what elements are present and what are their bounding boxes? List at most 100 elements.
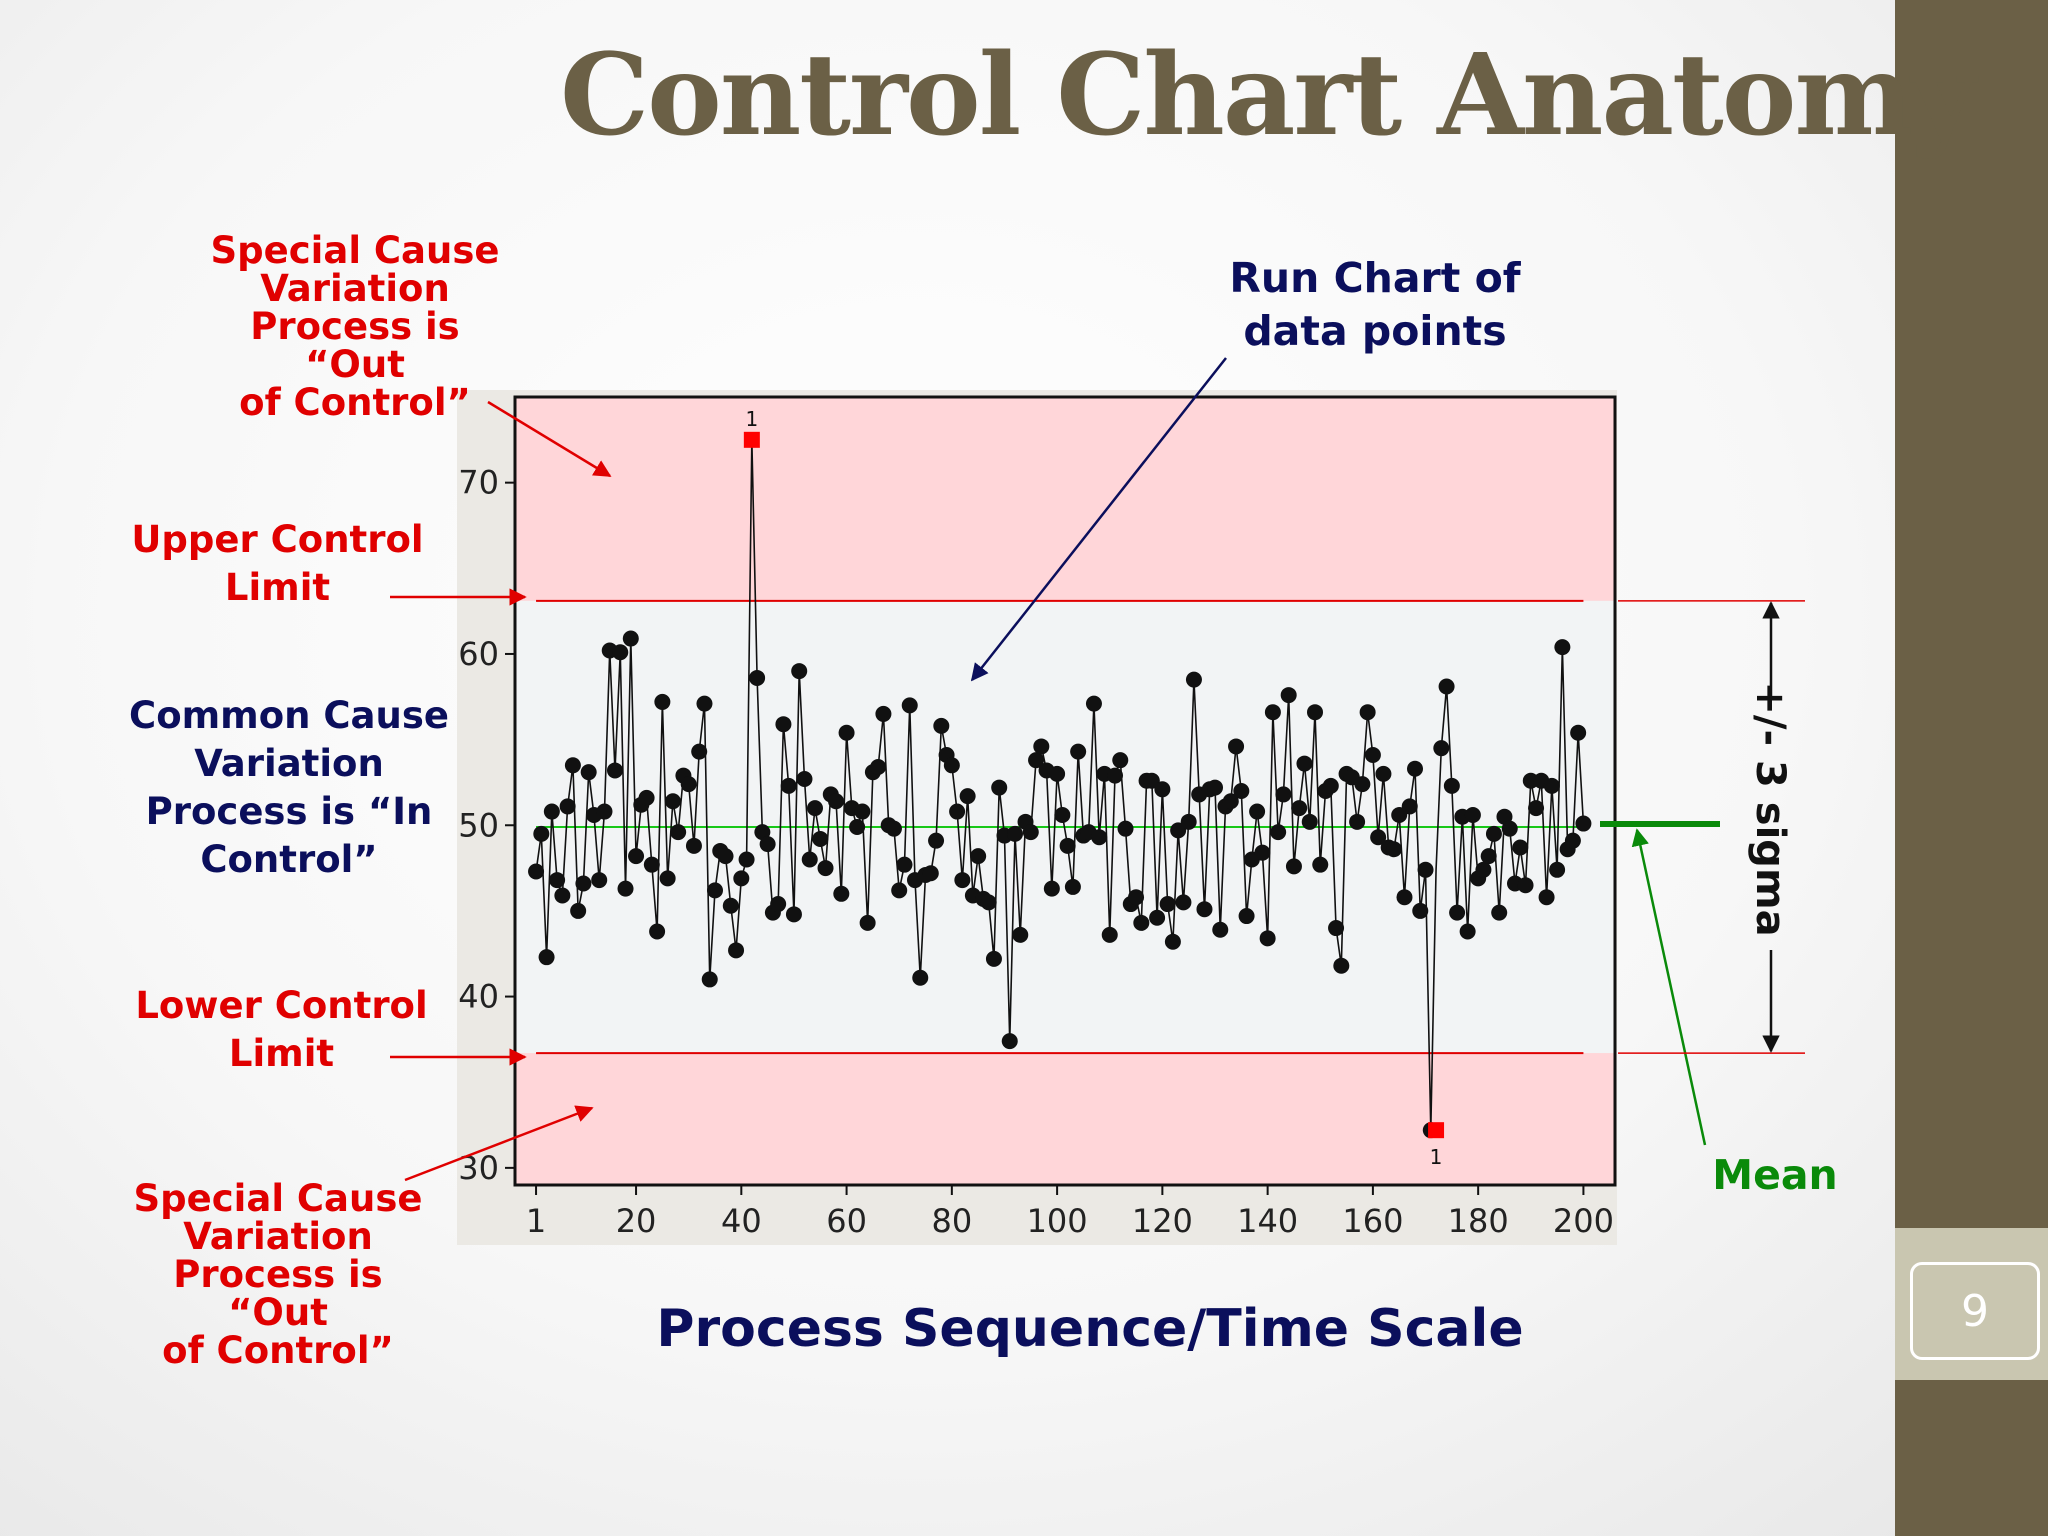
x-axis-caption: Process Sequence/Time Scale bbox=[656, 1299, 1524, 1359]
data-point bbox=[954, 872, 971, 889]
data-point bbox=[1164, 933, 1181, 950]
arrow-mean bbox=[1631, 828, 1707, 1146]
arrow-special-cause-bottom bbox=[404, 1105, 594, 1182]
data-point bbox=[780, 777, 797, 794]
data-point bbox=[596, 803, 613, 820]
x-tick-label: 120 bbox=[1132, 1202, 1193, 1240]
data-point bbox=[1091, 829, 1108, 846]
data-point bbox=[1564, 832, 1581, 849]
data-point bbox=[1196, 901, 1213, 918]
data-point bbox=[1417, 861, 1434, 878]
data-point bbox=[791, 663, 808, 680]
data-series: 11 bbox=[528, 407, 1592, 1169]
data-point bbox=[559, 798, 576, 815]
data-point bbox=[1012, 926, 1029, 943]
data-point bbox=[1570, 724, 1587, 741]
data-point bbox=[749, 669, 766, 686]
data-point bbox=[785, 906, 802, 923]
data-point bbox=[617, 880, 634, 897]
data-point bbox=[649, 923, 666, 940]
data-point bbox=[733, 870, 750, 887]
data-point bbox=[1054, 806, 1071, 823]
data-point bbox=[1175, 894, 1192, 911]
data-point bbox=[1396, 889, 1413, 906]
run-chart-label: Run Chart of data points bbox=[1229, 254, 1521, 356]
data-point bbox=[1212, 921, 1229, 938]
data-point bbox=[1333, 957, 1350, 974]
data-point bbox=[1022, 824, 1039, 841]
data-point bbox=[1412, 902, 1429, 919]
data-point bbox=[728, 942, 745, 959]
data-point bbox=[1485, 825, 1502, 842]
data-point bbox=[1575, 815, 1592, 832]
data-point bbox=[1064, 878, 1081, 895]
data-point bbox=[543, 803, 560, 820]
data-point bbox=[859, 914, 876, 931]
data-point bbox=[807, 800, 823, 817]
data-point bbox=[1517, 877, 1534, 894]
lower-control-limit-label: Lower Control Limit bbox=[135, 984, 428, 1076]
data-point bbox=[1028, 752, 1045, 769]
slide-title: Control Chart Anatomy bbox=[560, 30, 1976, 161]
data-point bbox=[1543, 777, 1560, 794]
data-point bbox=[854, 803, 871, 820]
data-point bbox=[1359, 704, 1376, 721]
data-point bbox=[928, 832, 945, 849]
data-point bbox=[1449, 904, 1466, 921]
data-point bbox=[1554, 639, 1571, 656]
flag-label: 1 bbox=[745, 407, 758, 431]
data-point bbox=[1007, 825, 1023, 842]
data-point bbox=[1475, 861, 1492, 878]
data-point bbox=[538, 949, 555, 966]
data-point bbox=[1154, 781, 1171, 798]
data-point bbox=[607, 762, 623, 779]
data-point bbox=[1228, 738, 1245, 755]
data-point bbox=[670, 824, 687, 841]
data-point bbox=[1301, 813, 1318, 830]
data-point bbox=[1307, 704, 1323, 721]
data-point bbox=[738, 851, 755, 868]
data-point bbox=[1107, 767, 1123, 784]
data-point bbox=[1438, 678, 1455, 695]
data-point bbox=[775, 716, 792, 733]
data-point bbox=[1070, 743, 1087, 760]
data-point bbox=[1043, 880, 1060, 897]
data-point bbox=[1001, 1033, 1018, 1050]
y-tick-label: 60 bbox=[458, 635, 499, 673]
data-point bbox=[870, 759, 887, 776]
data-point bbox=[985, 950, 1002, 967]
data-point bbox=[1375, 765, 1392, 782]
data-point bbox=[1117, 820, 1134, 837]
y-tick-label: 30 bbox=[458, 1149, 499, 1187]
data-point bbox=[817, 860, 834, 877]
upper-control-limit-label: Upper Control Limit bbox=[131, 518, 424, 610]
data-point bbox=[1370, 829, 1387, 846]
flag-label: 1 bbox=[1430, 1145, 1443, 1169]
data-point bbox=[922, 865, 939, 882]
data-point bbox=[1275, 786, 1292, 803]
data-point bbox=[528, 863, 545, 880]
y-tick-label: 40 bbox=[458, 978, 499, 1016]
flagged-point bbox=[1428, 1122, 1445, 1139]
data-point bbox=[570, 902, 587, 919]
x-tick-label: 20 bbox=[616, 1202, 657, 1240]
data-point bbox=[885, 820, 902, 837]
data-point bbox=[1264, 704, 1281, 721]
data-point bbox=[654, 693, 671, 710]
data-point bbox=[1491, 904, 1508, 921]
data-point bbox=[549, 872, 566, 889]
data-point bbox=[638, 789, 655, 806]
data-point bbox=[796, 771, 813, 788]
mean-label: Mean bbox=[1712, 1151, 1838, 1199]
common-cause-label: Common Cause Variation Process is “In Co… bbox=[129, 694, 449, 882]
data-point bbox=[838, 724, 855, 741]
data-point bbox=[722, 897, 739, 914]
data-point bbox=[1512, 839, 1529, 856]
data-point bbox=[1254, 844, 1271, 861]
data-point bbox=[701, 971, 718, 988]
data-point bbox=[1354, 776, 1371, 793]
data-point bbox=[612, 644, 629, 661]
special-cause-bottom-label: Special Cause Variation Process is “Out … bbox=[133, 1177, 423, 1373]
data-point bbox=[643, 856, 660, 873]
data-point bbox=[622, 630, 639, 647]
